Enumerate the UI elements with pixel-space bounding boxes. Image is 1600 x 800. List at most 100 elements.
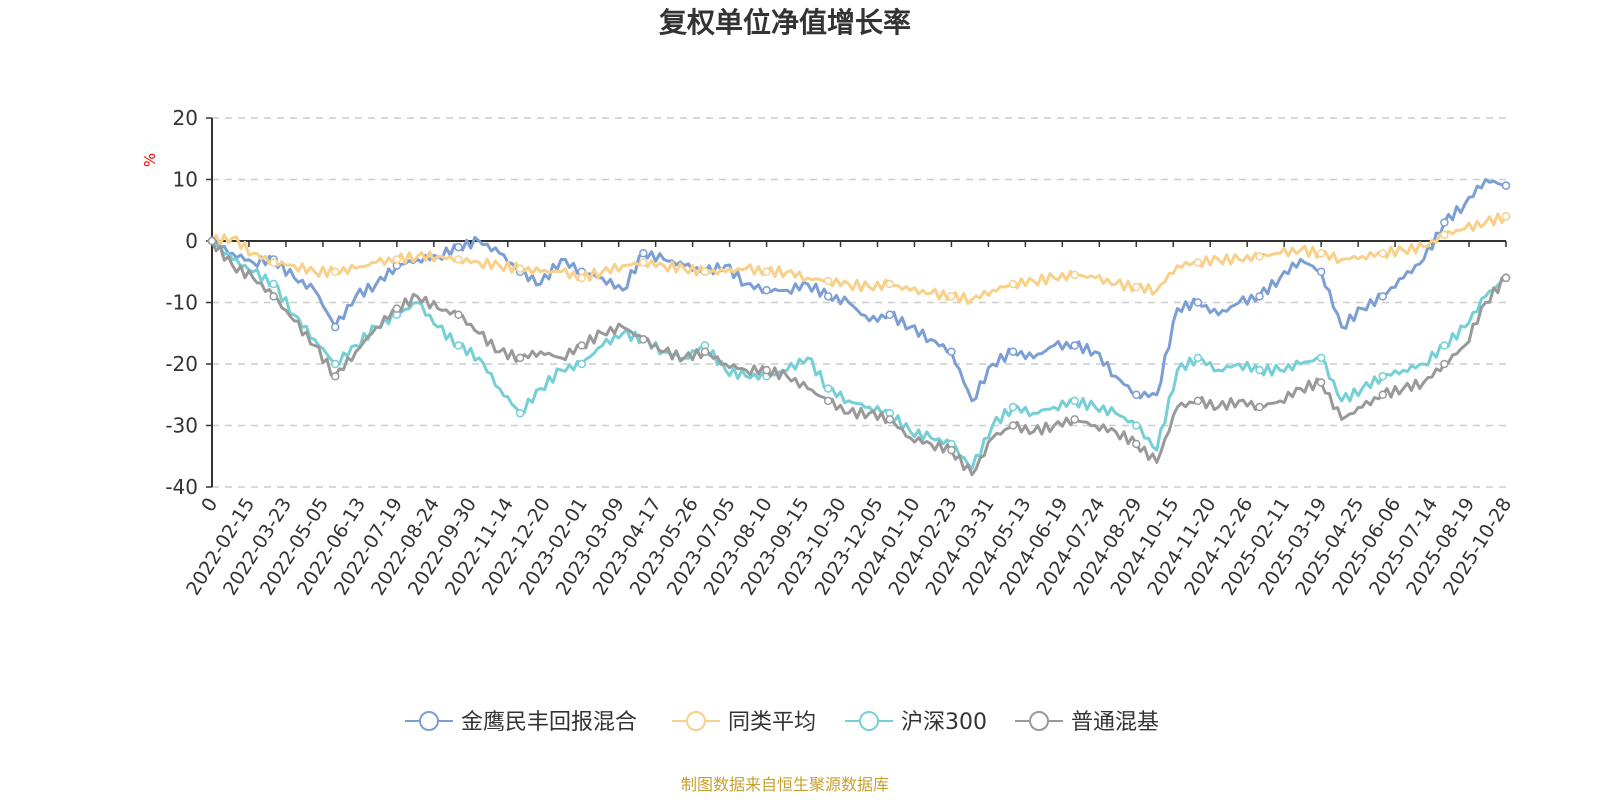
series-point-1 — [515, 264, 525, 273]
series-point-1 — [1440, 230, 1449, 240]
series-point-0 — [885, 310, 895, 320]
series-point-3 — [1440, 359, 1449, 369]
series-point-0 — [1255, 292, 1264, 301]
series-point-1 — [700, 267, 710, 276]
series-line-3 — [210, 240, 1506, 477]
series-point-3 — [1070, 415, 1079, 424]
series-point-3 — [1316, 378, 1326, 387]
x-axis-ticks: 02022-02-152022-03-232022-05-052022-06-1… — [182, 241, 1516, 599]
series-point-0 — [1440, 218, 1449, 227]
series-point-1 — [1008, 279, 1018, 289]
series-point-0 — [1193, 298, 1203, 307]
series-point-1 — [1501, 212, 1511, 221]
series-point-1 — [1132, 282, 1141, 292]
series-point-3 — [577, 341, 586, 350]
series-point-2 — [1070, 396, 1079, 406]
series-point-1 — [639, 258, 648, 267]
series-point-3 — [947, 445, 956, 455]
legend-marker-icon — [1029, 711, 1049, 731]
series-point-2 — [823, 384, 833, 393]
legend-item-1[interactable]: 同类平均 — [672, 710, 816, 735]
series-point-1 — [1316, 249, 1326, 258]
series-point-3 — [823, 396, 833, 406]
series-point-1 — [1193, 258, 1203, 267]
series-point-3 — [454, 310, 463, 320]
data-source-note: 制图数据来自恒生聚源数据库 — [681, 775, 889, 794]
series-line-2 — [210, 239, 1507, 471]
series-point-2 — [1132, 421, 1141, 430]
series-point-2 — [1193, 353, 1203, 363]
y-tick-label: -30 — [165, 414, 198, 438]
series-point-1 — [823, 276, 833, 286]
series-point-0 — [823, 292, 833, 301]
series-point-2 — [1316, 353, 1326, 363]
series-point-1 — [1255, 252, 1264, 261]
series-point-3 — [1132, 439, 1141, 449]
series-point-0 — [762, 285, 771, 295]
x-tick-label: 0 — [197, 494, 222, 516]
y-tick-label: 0 — [185, 229, 198, 253]
series-point-2 — [269, 279, 278, 289]
series-point-2 — [330, 359, 340, 369]
legend[interactable]: 金鹰民丰回报混合 同类平均 沪深300 普通混基 — [405, 710, 1159, 735]
series-point-2 — [1255, 365, 1264, 375]
series-point-3 — [207, 236, 217, 246]
legend-marker-icon — [859, 711, 879, 731]
series-point-0 — [947, 347, 956, 356]
series-point-3 — [762, 365, 771, 375]
series-point-2 — [515, 408, 525, 418]
series-point-1 — [269, 258, 278, 267]
series-point-1 — [1070, 270, 1079, 280]
legend-label: 金鹰民丰回报混合 — [461, 710, 637, 735]
series-point-0 — [1378, 292, 1388, 301]
series-point-1 — [762, 267, 771, 276]
y-tick-label: -40 — [165, 475, 198, 499]
series-point-1 — [577, 273, 586, 283]
series-point-2 — [1378, 372, 1388, 381]
series-point-2 — [577, 359, 586, 369]
series-line-1 — [210, 212, 1508, 306]
series-point-3 — [1501, 273, 1511, 283]
series-lines — [207, 178, 1511, 477]
y-tick-label: 10 — [173, 168, 198, 192]
series-point-3 — [1193, 396, 1203, 406]
series-point-1 — [947, 292, 956, 301]
y-axis-unit-label: % — [141, 153, 159, 167]
series-point-0 — [1008, 347, 1018, 356]
series-point-3 — [700, 347, 710, 356]
series-point-3 — [330, 372, 340, 381]
chart-title: 复权单位净值增长率 — [659, 6, 911, 39]
series-point-1 — [392, 255, 402, 264]
series-point-3 — [1008, 421, 1018, 430]
series-point-0 — [1070, 341, 1079, 350]
y-tick-label: -20 — [165, 352, 198, 376]
series-point-2 — [1440, 341, 1449, 350]
series-point-3 — [392, 304, 402, 313]
series-point-0 — [1316, 267, 1326, 276]
series-point-0 — [1132, 390, 1141, 399]
legend-item-2[interactable]: 沪深300 — [845, 710, 987, 735]
series-point-0 — [639, 249, 648, 258]
series-point-2 — [454, 341, 463, 350]
legend-label: 同类平均 — [728, 710, 816, 735]
legend-label: 沪深300 — [901, 710, 987, 735]
y-tick-label: -10 — [165, 291, 198, 315]
series-point-2 — [1008, 402, 1018, 412]
legend-marker-icon — [419, 711, 439, 731]
series-point-1 — [330, 267, 340, 276]
series-point-3 — [1255, 402, 1264, 412]
series-point-3 — [639, 335, 648, 344]
series-point-3 — [885, 415, 895, 424]
legend-item-3[interactable]: 普通混基 — [1015, 710, 1159, 735]
series-point-1 — [885, 279, 895, 289]
series-point-0 — [454, 242, 463, 252]
series-point-1 — [1378, 249, 1388, 258]
legend-label: 普通混基 — [1071, 710, 1159, 735]
y-tick-label: 20 — [173, 106, 198, 130]
legend-item-0[interactable]: 金鹰民丰回报混合 — [405, 710, 637, 735]
series-line-0 — [211, 178, 1507, 403]
series-point-0 — [1501, 181, 1511, 190]
series-point-0 — [330, 322, 340, 332]
series-point-3 — [269, 292, 278, 301]
